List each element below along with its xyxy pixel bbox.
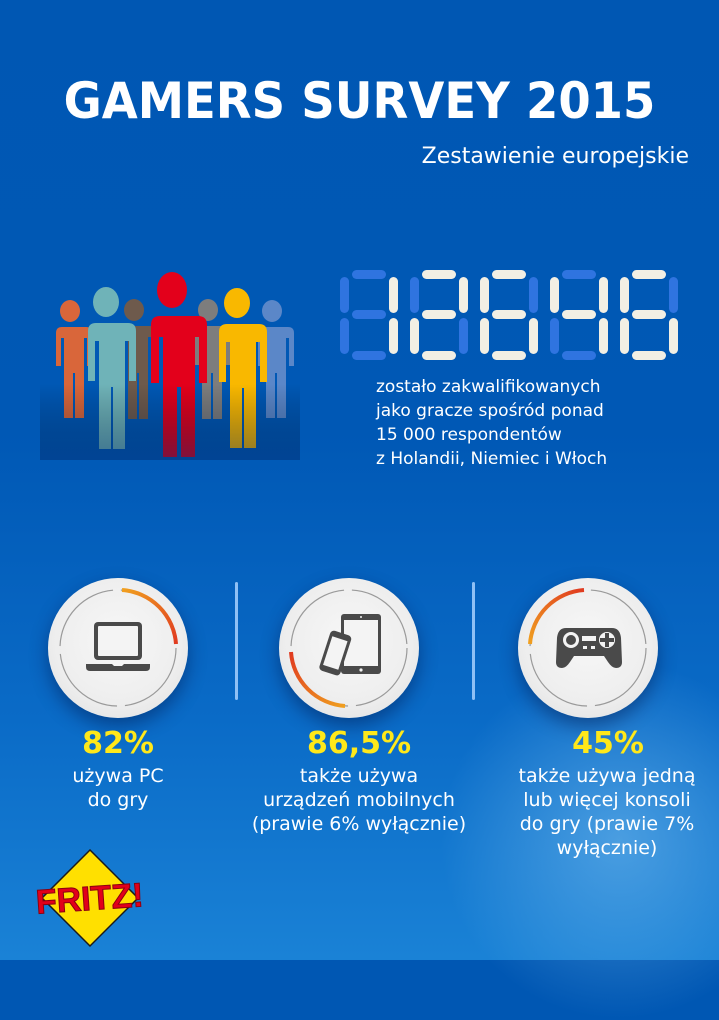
progress-ring [59, 588, 178, 707]
stat-mobile [279, 578, 419, 718]
caption-line: wyłącznie) [556, 837, 658, 859]
progress-ring [289, 589, 408, 708]
desc-line: zostało zakwalifikowanych [376, 377, 601, 397]
page-subtitle: Zestawienie europejskie [421, 144, 689, 169]
pc-percent: 82% [82, 726, 154, 761]
digit-6 [480, 270, 538, 360]
progress-ring [528, 588, 647, 707]
caption-line: urządzeń mobilnych [263, 789, 455, 811]
people-group-icon [40, 270, 300, 460]
logo-diamond-icon [40, 848, 140, 948]
stat-pc [48, 578, 188, 718]
console-caption: także używa jedną lub więcej konsoli do … [496, 764, 718, 860]
counter-description: zostało zakwalifikowanych jako gracze sp… [376, 375, 607, 471]
digit-2 [410, 270, 468, 360]
desc-line: 15 000 respondentów [376, 425, 562, 445]
caption-line: także używa jedną [518, 765, 696, 787]
gamepad-icon [556, 628, 622, 668]
caption-line: (prawie 6% wyłącznie) [251, 813, 467, 835]
mobile-disc [279, 578, 419, 718]
caption-line: używa PC [72, 765, 164, 787]
desc-line: jako gracze spośród ponad [376, 401, 604, 421]
divider [235, 582, 238, 700]
mobile-percent: 86,5% [306, 726, 412, 761]
pc-caption: używa PC do gry [48, 764, 188, 812]
desc-line: z Holandii, Niemiec i Włoch [376, 449, 608, 469]
pc-disc [48, 578, 188, 718]
caption-line: do gry [87, 789, 149, 811]
fritz-logo: FRITZ! [34, 848, 145, 948]
caption-line: lub więcej konsoli [523, 789, 691, 811]
digit-4 [550, 270, 608, 360]
logo-text: FRITZ! [35, 876, 145, 921]
caption-line: także używa [299, 765, 419, 787]
stat-console [518, 578, 658, 718]
mobile-devices-icon [319, 614, 381, 676]
console-disc [518, 578, 658, 718]
mobile-caption: także używa urządzeń mobilnych (prawie 6… [244, 764, 474, 836]
digit-6b [620, 270, 678, 360]
console-percent: 45% [572, 726, 644, 761]
digit-1 [340, 270, 398, 360]
caption-line: do gry (prawie 7% [519, 813, 695, 835]
page-title: GAMERS SURVEY 2015 [63, 72, 656, 130]
laptop-icon [86, 622, 150, 671]
divider [472, 582, 475, 700]
gamer-count-display [340, 270, 678, 360]
